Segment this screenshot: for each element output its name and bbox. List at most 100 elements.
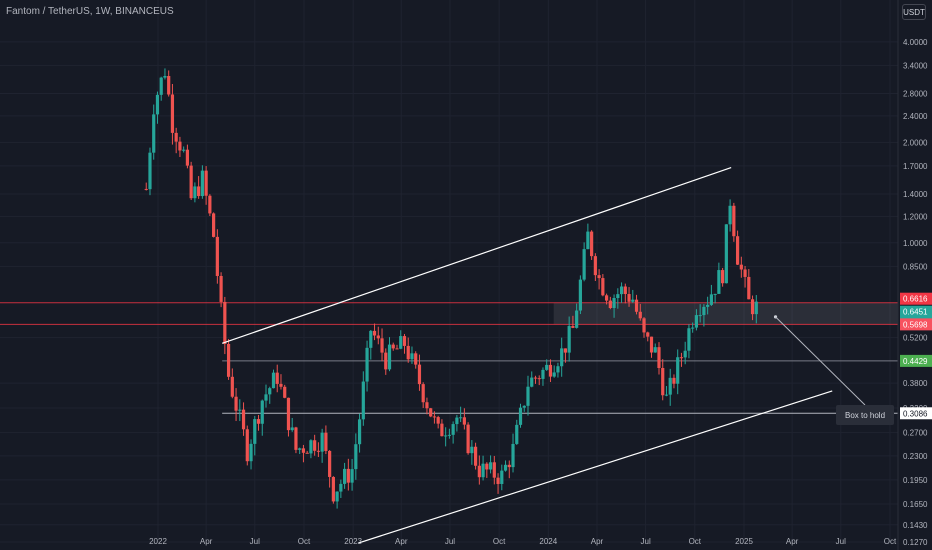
candle-body	[698, 315, 702, 317]
candle-body	[286, 397, 291, 431]
candle-body	[735, 236, 740, 265]
candle-body	[178, 141, 182, 151]
candle-body	[294, 427, 298, 450]
candle-body	[642, 318, 646, 333]
y-tick-label: 0.8500	[903, 262, 928, 271]
x-tick-label: Oct	[298, 537, 311, 546]
candle-body	[518, 407, 523, 425]
x-tick-label: 2022	[149, 537, 167, 546]
y-tick-label: 1.0000	[903, 239, 928, 248]
candle-body	[507, 464, 511, 468]
candle-body	[500, 470, 504, 484]
x-tick-label: Apr	[786, 537, 799, 546]
candle-body	[414, 353, 418, 365]
candle-body	[496, 477, 500, 484]
candle-body	[253, 419, 257, 444]
candle-body	[608, 300, 612, 309]
support-badge	[900, 354, 932, 367]
x-tick-label: Jul	[641, 537, 651, 546]
y-tick-label: 1.2000	[903, 212, 928, 221]
candle-body	[241, 409, 246, 430]
candle-body	[335, 491, 339, 502]
candle-body	[402, 336, 407, 346]
candle-body	[503, 464, 508, 471]
candle-body	[706, 304, 710, 307]
candle-body	[634, 299, 639, 312]
y-tick-label: 1.7000	[903, 162, 928, 171]
candle-body	[354, 444, 358, 470]
candle-body	[601, 278, 605, 296]
candle-body	[148, 152, 152, 190]
candle-body	[432, 416, 437, 418]
candle-body	[653, 347, 657, 353]
candle-body	[717, 270, 721, 294]
candle-body	[455, 417, 459, 425]
candle-body	[279, 383, 283, 387]
y-tick-label: 3.4000	[903, 61, 928, 70]
candle-body	[204, 170, 208, 196]
y-tick-label: 2.8000	[903, 90, 928, 99]
candle-body	[238, 409, 242, 411]
candle-body	[477, 465, 481, 478]
candle-body	[440, 423, 444, 437]
candle-body	[301, 448, 306, 453]
candle-body	[283, 386, 287, 398]
y-tick-label: 0.3800	[903, 379, 928, 388]
candle-body	[223, 301, 227, 344]
candle-body	[343, 468, 347, 484]
candle-body	[687, 328, 691, 351]
candle-body	[462, 417, 466, 425]
candle-body	[256, 419, 261, 424]
candle-body	[616, 294, 620, 299]
x-tick-label: Apr	[200, 537, 213, 546]
candle-body	[672, 377, 676, 384]
candle-body	[638, 311, 642, 319]
candle-body	[309, 440, 313, 454]
candle-body	[575, 310, 579, 328]
x-tick-label: 2025	[735, 537, 753, 546]
y-tick-label: 0.1270	[903, 538, 928, 547]
price-zones	[0, 302, 898, 414]
candle-body	[530, 377, 534, 387]
candle-body	[526, 386, 530, 406]
x-tick-label: Jul	[836, 537, 846, 546]
candle-body	[691, 327, 695, 329]
candle-body	[429, 408, 433, 417]
candle-body	[245, 429, 249, 462]
candle-body	[488, 462, 493, 470]
resistance-badge	[900, 292, 932, 305]
y-tick-label: 0.5200	[903, 334, 928, 343]
candle-body	[552, 372, 556, 377]
candle-body	[372, 330, 377, 336]
x-tick-label: Jul	[445, 537, 455, 546]
candle-body	[511, 443, 515, 468]
candle-body	[376, 335, 380, 339]
candle-body	[391, 344, 395, 349]
candle-body	[174, 132, 178, 142]
support-low-badge	[900, 407, 932, 420]
candle-body	[541, 369, 545, 379]
candle-body	[406, 345, 410, 360]
candle-body	[298, 448, 302, 450]
candle-body	[556, 366, 560, 373]
candle-body	[612, 298, 616, 309]
x-tick-label: Oct	[689, 537, 702, 546]
candle-body	[369, 330, 373, 348]
candle-body	[709, 294, 713, 305]
candle-body	[657, 347, 661, 368]
candle-body	[380, 338, 384, 353]
candle-body	[623, 286, 627, 295]
candle-body	[182, 149, 186, 151]
currency-badge[interactable]: USDT	[902, 4, 926, 20]
candle-body	[193, 186, 197, 199]
candle-body	[537, 378, 541, 380]
axes: 4.0000 3.4000 2.8000 2.4000 2.0000 1.7000 1.40…	[149, 0, 928, 550]
candle-body	[268, 388, 272, 395]
y-tick-label: 2.4000	[903, 112, 928, 121]
y-tick-label: 0.2700	[903, 429, 928, 438]
candle-body	[732, 205, 736, 237]
box-bottom-badge	[900, 318, 932, 331]
candle-body	[399, 336, 403, 349]
candle-body	[619, 286, 624, 295]
